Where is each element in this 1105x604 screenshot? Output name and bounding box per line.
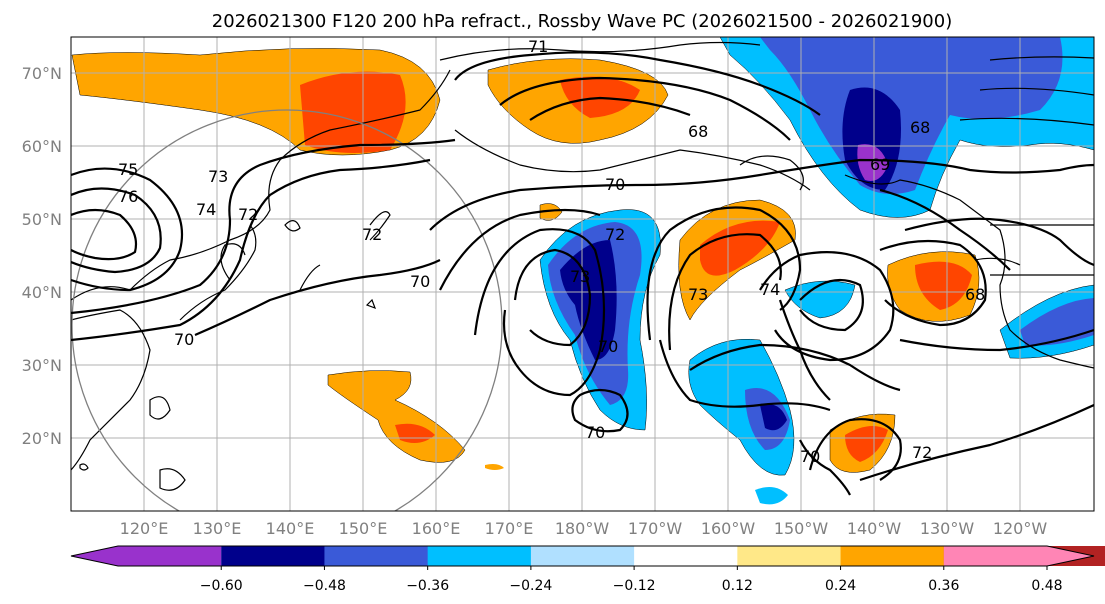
contour-label: 70 <box>800 447 820 466</box>
contour-label: 69 <box>870 155 890 174</box>
colorbar: −0.60 −0.48 −0.36 −0.24 −0.12 0.12 0.24 0.36 0.4… <box>70 545 1105 594</box>
colorbar-frame <box>70 545 1095 567</box>
lon-label: 140°E <box>266 519 315 538</box>
contour-label: 70 <box>174 330 194 349</box>
lat-label: 30°N <box>22 356 62 375</box>
colorbar-tick-label: −0.60 <box>200 578 243 594</box>
latitude-labels: 70°N 60°N 50°N 40°N 30°N 20°N <box>22 64 62 448</box>
figure-title: 2026021300 F120 200 hPa refract., Rossby… <box>212 11 953 32</box>
contour-label: 70 <box>605 175 625 194</box>
positive-shading <box>71 48 980 473</box>
lat-label: 70°N <box>22 64 62 83</box>
colorbar-segment <box>71 546 222 566</box>
contour-label: 70 <box>410 272 430 291</box>
contour-label: 75 <box>118 160 138 179</box>
colorbar-segment <box>943 546 1094 566</box>
contour-label: 72 <box>238 205 258 224</box>
lon-label: 120°E <box>120 519 169 538</box>
range-circle <box>71 109 503 511</box>
contour-label: 73 <box>570 267 590 286</box>
contour-label: 68 <box>965 285 985 304</box>
lat-label: 50°N <box>22 210 62 229</box>
contour-label: 70 <box>585 423 605 442</box>
coastlines <box>71 41 1094 491</box>
lon-label: 160°E <box>412 519 461 538</box>
map-frame <box>70 36 1095 512</box>
colorbar-tick-label: −0.12 <box>613 578 656 594</box>
colorbar-tick-label: 0.36 <box>928 578 959 594</box>
contour-label: 68 <box>688 122 708 141</box>
lon-label: 120°W <box>993 519 1048 538</box>
colorbar-tick-label: 0.24 <box>825 578 856 594</box>
contour-label: 70 <box>598 337 618 356</box>
colorbar-tick-label: −0.36 <box>406 578 449 594</box>
contour-label: 72 <box>605 225 625 244</box>
lon-label: 170°E <box>485 519 534 538</box>
lon-label: 170°W <box>628 519 683 538</box>
lon-label: 150°W <box>774 519 829 538</box>
colorbar-tick-label: −0.24 <box>509 578 552 594</box>
contour-label: 74 <box>196 200 216 219</box>
contour-label: 74 <box>760 280 780 299</box>
lon-label: 150°E <box>339 519 388 538</box>
colorbar-ticks: −0.60 −0.48 −0.36 −0.24 −0.12 0.12 0.24 0.36 0.4… <box>200 566 1063 594</box>
negative-shading <box>539 37 1094 505</box>
contour-label: 73 <box>208 167 228 186</box>
contour-labels: 71 75 76 73 74 72 72 70 68 69 68 70 73 7… <box>118 37 985 466</box>
map-panel: 71 75 76 73 74 72 72 70 68 69 68 70 73 7… <box>70 36 1095 512</box>
lon-label: 180°W <box>555 519 610 538</box>
lon-label: 140°W <box>847 519 902 538</box>
longitude-labels: 120°E 130°E 140°E 150°E 160°E 170°E 180°… <box>120 519 1048 538</box>
colorbar-tick-label: 0.12 <box>722 578 753 594</box>
contour-label: 72 <box>362 225 382 244</box>
lat-label: 60°N <box>22 137 62 156</box>
map-content: 71 75 76 73 74 72 72 70 68 69 68 70 73 7… <box>71 37 1094 511</box>
lon-label: 160°W <box>701 519 756 538</box>
contour-label: 73 <box>688 285 708 304</box>
lat-label: 20°N <box>22 429 62 448</box>
colorbar-tick-label: −0.48 <box>303 578 346 594</box>
colorbar-segment <box>634 546 738 566</box>
lon-label: 130°W <box>920 519 975 538</box>
graticule <box>71 37 1094 511</box>
contour-label: 71 <box>528 37 548 56</box>
lon-label: 130°E <box>193 519 242 538</box>
colorbar-segment <box>324 546 429 566</box>
colorbar-segment <box>427 546 532 566</box>
contour-label: 72 <box>912 443 932 462</box>
colorbar-tick-label: 0.48 <box>1031 578 1062 594</box>
colorbar-segment <box>840 546 945 566</box>
colorbar-segment <box>221 546 325 566</box>
colorbar-segments <box>71 546 1105 566</box>
lat-label: 40°N <box>22 283 62 302</box>
contour-label: 68 <box>910 118 930 137</box>
colorbar-segment <box>737 546 842 566</box>
colorbar-segment <box>530 546 635 566</box>
contour-label: 76 <box>118 187 138 206</box>
refractivity-contours <box>71 51 1094 496</box>
